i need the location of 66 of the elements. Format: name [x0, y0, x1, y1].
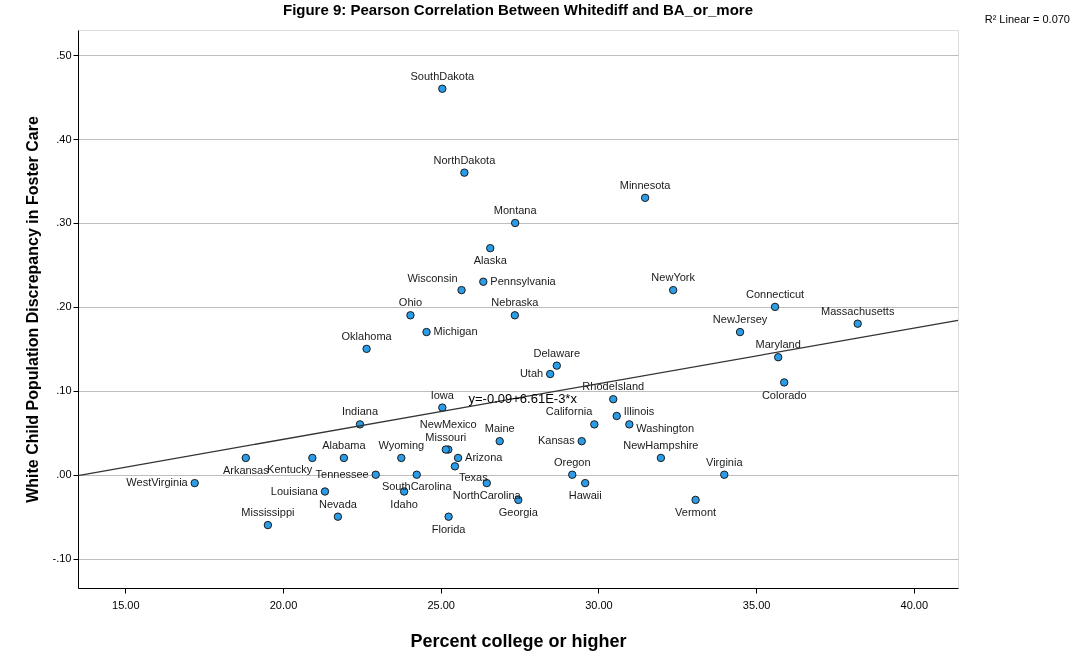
data-label: Indiana [341, 405, 379, 418]
data-label: Louisiana [270, 484, 319, 497]
x-tick-label: 30.00 [585, 598, 613, 611]
data-label: Ohio [398, 296, 423, 309]
data-label: Montana [493, 203, 538, 216]
data-label: Arizona [465, 450, 504, 463]
data-label: Illinois [623, 404, 655, 417]
y-tick-label: .50 [56, 48, 72, 61]
data-label: NewJersey [712, 313, 768, 326]
x-tick-label: 25.00 [427, 598, 455, 611]
data-label: Oklahoma [341, 329, 393, 342]
x-tick-label: 40.00 [900, 598, 929, 611]
data-label: NewHampshire [623, 438, 699, 451]
data-label: Alabama [322, 438, 367, 451]
y-tick-label: -.10 [52, 552, 72, 565]
data-label: Iowa [430, 388, 455, 401]
data-label: Kentucky [267, 462, 313, 475]
x-tick-label: 35.00 [742, 598, 771, 611]
data-label: Maine [484, 422, 515, 435]
data-label: Missouri [425, 430, 467, 443]
data-label: Delaware [533, 346, 581, 359]
data-label: Virginia [706, 455, 744, 468]
data-label: Connecticut [746, 287, 805, 300]
data-label: NewYork [651, 271, 696, 284]
y-tick-label: .20 [56, 300, 72, 313]
data-label: Michigan [433, 325, 478, 338]
text: R² Linear = 0.070 [984, 13, 1070, 25]
data-label: Alaska [473, 254, 508, 267]
data-label: WestVirginia [126, 476, 189, 489]
y-tick-label: .30 [56, 216, 72, 229]
data-label: Colorado [761, 389, 807, 402]
data-label: Tennessee [315, 467, 369, 480]
data-label: Maryland [755, 338, 801, 351]
y-tick-label: .40 [56, 132, 72, 145]
data-label: Massachusetts [821, 304, 895, 317]
data-label: Idaho [390, 497, 418, 510]
y-axis-title: White Child Population Discrepancy in Foster Care [23, 116, 41, 503]
data-label: Florida [431, 522, 467, 535]
data-label: Georgia [498, 505, 539, 518]
data-label: Nebraska [491, 296, 540, 309]
data-label: Pennsylvania [490, 274, 557, 287]
data-label: Washington [636, 422, 695, 435]
y-tick-label: .10 [56, 384, 72, 397]
data-label: RhodeIsland [582, 380, 645, 393]
x-tick-label: 15.00 [112, 598, 140, 611]
x-tick-label: 20.00 [269, 598, 298, 611]
data-label: Utah [519, 367, 544, 380]
data-label: California [545, 405, 594, 418]
data-label: Nevada [318, 497, 358, 510]
data-label: Hawaii [568, 489, 602, 502]
data-label: Mississippi [241, 506, 295, 519]
data-label: Texas [458, 471, 489, 484]
data-label: Oregon [553, 455, 591, 468]
data-label: SouthCarolina [381, 479, 453, 492]
data-label: Wisconsin [407, 272, 458, 285]
data-label: SouthDakota [410, 69, 475, 82]
data-label: Vermont [675, 505, 717, 518]
chart-title: Figure 9: Pearson Correlation Between Whitediff and BA_or_more [282, 1, 754, 18]
x-axis-title: Percent college or higher [410, 630, 627, 651]
data-label: NewMexico [419, 417, 477, 430]
data-label: Kansas [538, 434, 576, 447]
data-label: Wyoming [378, 438, 425, 451]
data-label: Minnesota [619, 178, 672, 191]
data-label: NorthDakota [433, 153, 497, 166]
data-label: NorthCarolina [452, 489, 522, 502]
y-tick-label: .00 [56, 468, 72, 481]
